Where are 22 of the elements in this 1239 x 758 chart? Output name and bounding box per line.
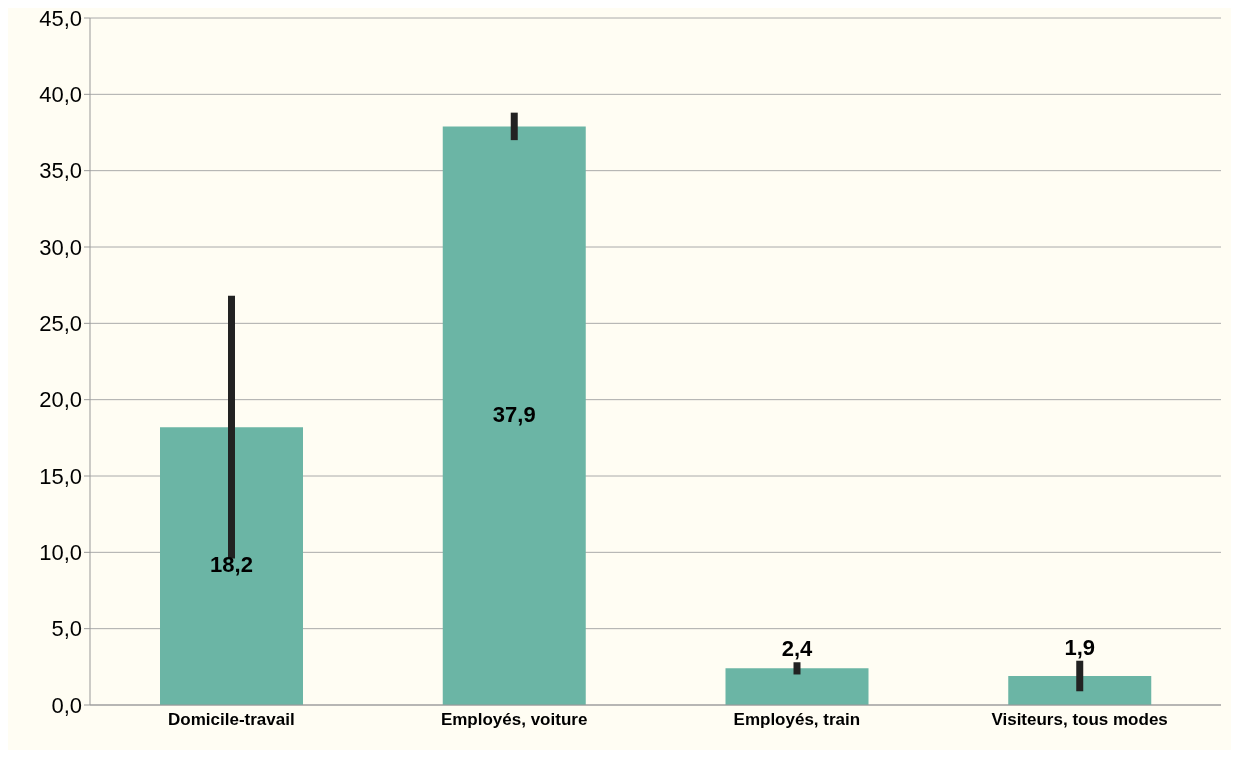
x-tick-label: Employés, train	[733, 710, 861, 730]
data-label: 1,9	[1064, 634, 1096, 660]
data-label: 2,4	[781, 636, 814, 662]
bar	[442, 126, 586, 705]
x-tick-label: Domicile-travail	[168, 710, 295, 730]
x-tick-label: Employés, voiture	[440, 710, 588, 730]
y-tick-label: 15,0	[39, 463, 82, 489]
y-tick-label: 35,0	[39, 158, 82, 184]
y-tick-label: 10,0	[39, 540, 82, 566]
y-tick-label: 40,0	[39, 82, 82, 108]
y-tick-label: 30,0	[39, 234, 82, 260]
data-label: 37,9	[492, 401, 536, 427]
y-tick-label: 45,0	[39, 5, 82, 31]
y-tick-label: 0,0	[51, 692, 82, 718]
data-label: 18,2	[210, 551, 253, 577]
y-tick-label: 5,0	[51, 616, 82, 642]
y-tick-label: 20,0	[39, 387, 82, 413]
bar	[160, 427, 303, 705]
x-tick-label: Visiteurs, tous modes	[991, 710, 1168, 730]
bar	[1008, 675, 1152, 705]
bar	[725, 668, 869, 705]
y-tick-label: 25,0	[39, 311, 82, 337]
